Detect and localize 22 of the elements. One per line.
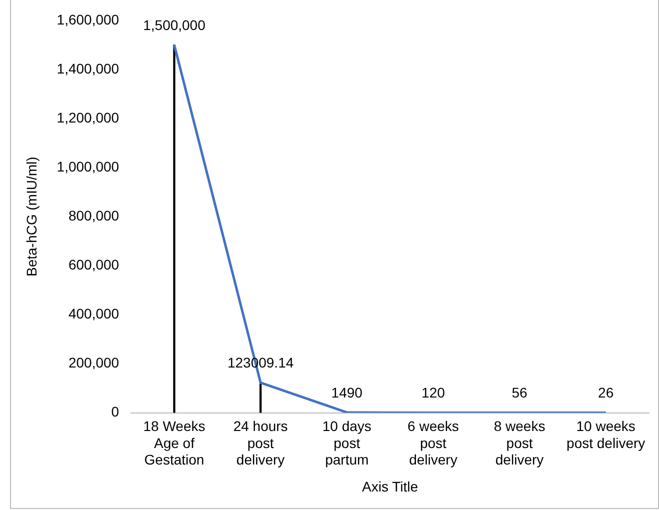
y-axis-title: Beta-hCG (mIU/ml) xyxy=(23,156,40,276)
data-label: 26 xyxy=(598,384,614,401)
y-tick-label: 1,000,000 xyxy=(56,158,120,174)
y-tick-label: 800,000 xyxy=(68,207,120,224)
y-tick-label: 200,000 xyxy=(68,354,120,371)
x-tick-label: 18 Weeks Age of Gestation xyxy=(143,418,206,468)
x-tick-label: 8 weeks post delivery xyxy=(494,418,546,468)
x-tick-label: 6 weeks post delivery xyxy=(408,418,459,468)
y-tick-label: 1,600,000 xyxy=(56,11,120,28)
y-tick-label: 1,400,000 xyxy=(56,60,120,76)
x-tick-label: 24 hours post delivery xyxy=(233,418,288,468)
x-tick-label: 10 days post partum xyxy=(322,418,372,468)
y-tick-label: 1,200,000 xyxy=(56,109,120,126)
y-tick-label: 600,000 xyxy=(68,256,120,273)
data-label: 56 xyxy=(512,384,528,401)
data-label: 1,500,000 xyxy=(143,16,206,33)
y-tick-label: 0 xyxy=(111,404,120,420)
x-axis-title: Axis Title xyxy=(362,478,418,494)
data-label: 1490 xyxy=(331,384,363,400)
y-tick-label: 400,000 xyxy=(68,306,120,322)
x-tick-label: 10 weeks post delivery xyxy=(566,418,646,451)
data-label: 120 xyxy=(422,384,446,401)
